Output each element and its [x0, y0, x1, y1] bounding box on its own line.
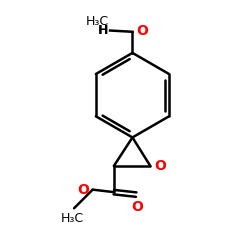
Text: H: H: [98, 24, 108, 37]
Text: H₃C: H₃C: [61, 212, 84, 225]
Text: H: H: [99, 24, 108, 37]
Text: O: O: [136, 24, 148, 38]
Text: O: O: [154, 159, 166, 173]
Text: O: O: [77, 183, 89, 197]
Text: H₃C: H₃C: [86, 15, 109, 28]
Text: O: O: [132, 200, 143, 213]
